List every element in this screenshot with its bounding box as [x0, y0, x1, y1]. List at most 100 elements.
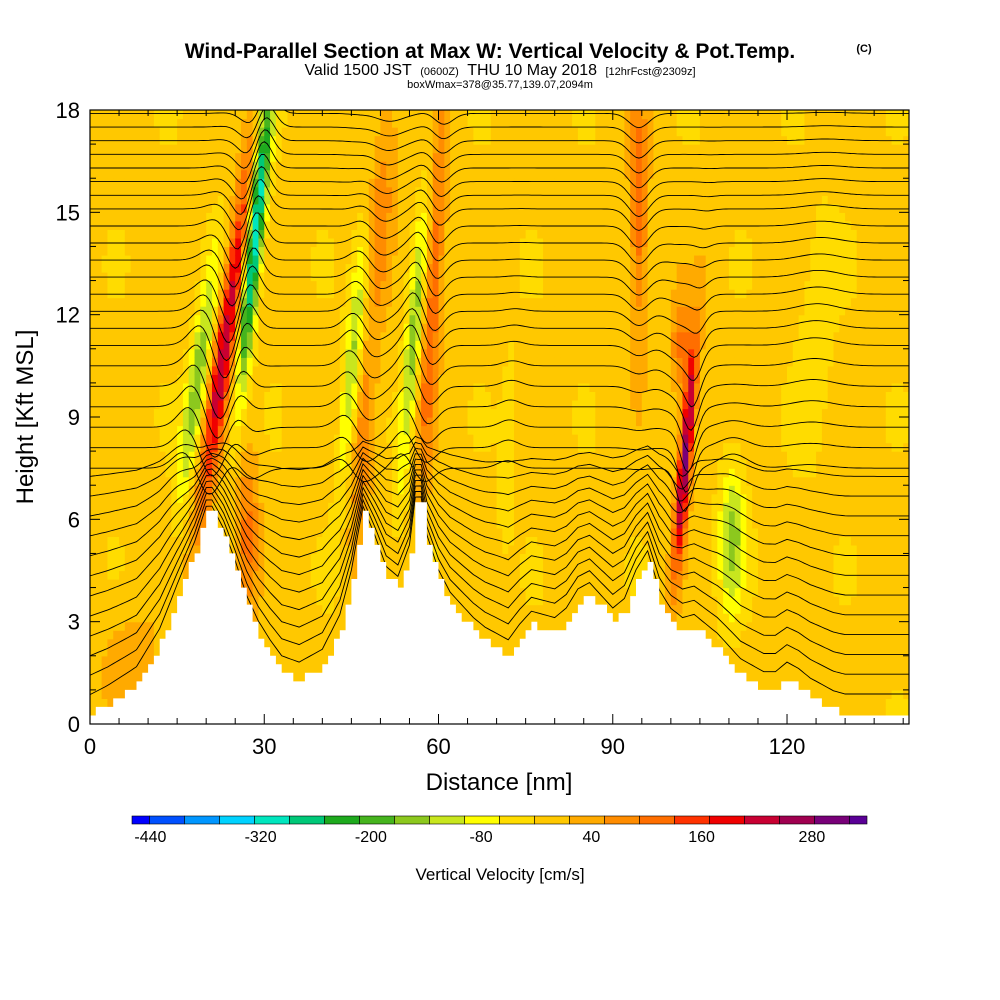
velocity-cell: [90, 638, 97, 648]
velocity-cell: [467, 152, 474, 162]
velocity-cell: [479, 468, 486, 478]
velocity-cell: [177, 417, 184, 427]
velocity-cell: [177, 144, 184, 154]
velocity-cell: [392, 169, 399, 179]
velocity-cell: [148, 144, 155, 154]
velocity-cell: [426, 212, 434, 222]
velocity-cell: [95, 689, 103, 700]
velocity-cell: [95, 127, 103, 137]
velocity-cell: [264, 434, 271, 444]
velocity-cell: [246, 246, 254, 256]
velocity-cell: [264, 391, 271, 401]
velocity-cell: [455, 442, 463, 452]
velocity-cell: [461, 195, 469, 205]
velocity-cell: [182, 340, 190, 350]
velocity-cell: [148, 365, 155, 375]
velocity-cell: [130, 510, 138, 520]
velocity-cell: [130, 297, 138, 307]
velocity-cell: [392, 451, 399, 461]
velocity-cell: [182, 536, 190, 546]
velocity-cell: [409, 135, 416, 145]
velocity-cell: [275, 502, 283, 512]
velocity-cell: [95, 314, 103, 324]
velocity-cell: [148, 178, 155, 188]
velocity-cell: [229, 365, 236, 375]
velocity-cell: [159, 425, 167, 435]
velocity-cell: [484, 348, 492, 358]
velocity-cell: [171, 254, 178, 265]
velocity-cell: [124, 169, 132, 179]
velocity-cell: [107, 553, 114, 563]
velocity-cell: [281, 442, 289, 452]
velocity-cell: [473, 169, 480, 179]
velocity-cell: [345, 570, 352, 580]
velocity-cell: [177, 186, 184, 196]
velocity-cell: [130, 553, 138, 563]
velocity-cell: [142, 425, 149, 435]
velocity-cell: [124, 417, 132, 427]
velocity-cell: [386, 374, 393, 384]
velocity-cell: [188, 340, 196, 350]
velocity-cell: [374, 254, 382, 265]
velocity-cell: [484, 459, 492, 469]
velocity-cell: [386, 203, 393, 213]
velocity-cell: [165, 161, 172, 171]
velocity-cell: [287, 468, 294, 478]
velocity-cell: [246, 263, 254, 273]
velocity-cell: [153, 237, 161, 248]
velocity-cell: [380, 272, 387, 282]
velocity-cell: [119, 596, 126, 606]
velocity-cell: [281, 408, 289, 418]
velocity-cell: [252, 348, 260, 358]
velocity-cell: [206, 485, 213, 495]
velocity-cell: [159, 579, 167, 589]
velocity-cell: [200, 297, 207, 307]
velocity-cell: [258, 365, 265, 375]
velocity-cell: [484, 451, 492, 461]
velocity-cell: [142, 451, 149, 461]
velocity-cell: [159, 331, 167, 341]
velocity-cell: [217, 485, 225, 495]
velocity-cell: [287, 178, 294, 188]
velocity-cell: [136, 553, 143, 563]
velocity-cell: [270, 621, 277, 631]
velocity-cell: [229, 306, 236, 316]
velocity-cell: [136, 613, 143, 623]
velocity-cell: [357, 451, 364, 461]
velocity-cell: [95, 698, 103, 708]
velocity-cell: [333, 604, 341, 614]
velocity-cell: [124, 672, 132, 682]
velocity-cell: [363, 348, 370, 358]
velocity-cell: [95, 459, 103, 469]
velocity-cell: [171, 135, 178, 145]
velocity-cell: [136, 195, 143, 205]
velocity-cell: [421, 263, 428, 273]
velocity-cell: [455, 169, 463, 179]
velocity-cell: [304, 510, 312, 520]
velocity-cell: [275, 451, 283, 461]
velocity-cell: [363, 331, 370, 341]
velocity-cell: [386, 263, 393, 273]
velocity-cell: [264, 374, 271, 384]
velocity-cell: [119, 272, 126, 282]
velocity-cell: [380, 203, 387, 213]
velocity-cell: [136, 348, 143, 358]
velocity-cell: [90, 263, 97, 273]
velocity-cell: [386, 417, 393, 427]
velocity-cell: [275, 314, 283, 324]
velocity-cell: [467, 442, 474, 452]
velocity-cell: [165, 425, 172, 435]
velocity-cell: [363, 382, 370, 393]
velocity-cell: [345, 323, 352, 333]
velocity-cell: [171, 502, 178, 512]
velocity-cell: [246, 579, 254, 589]
velocity-cell: [95, 152, 103, 162]
velocity-cell: [258, 451, 265, 461]
velocity-cell: [90, 357, 97, 367]
velocity-cell: [316, 630, 323, 640]
velocity-cell: [479, 408, 486, 418]
velocity-cell: [113, 195, 120, 205]
velocity-cell: [217, 468, 225, 478]
velocity-cell: [363, 306, 370, 316]
velocity-cell: [113, 553, 120, 563]
